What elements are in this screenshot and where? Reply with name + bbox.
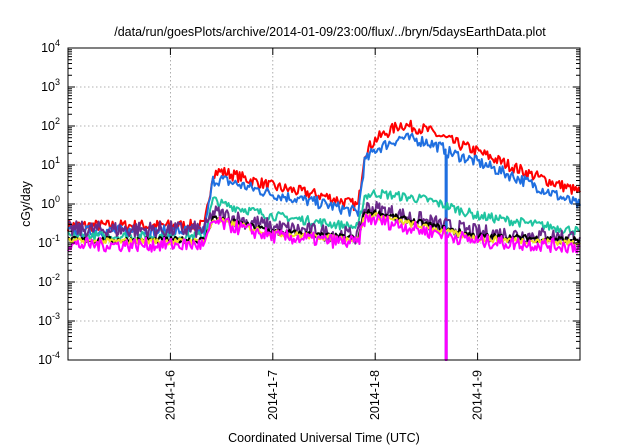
- series-line-7: [67, 213, 581, 361]
- y-tick-label: 10-4: [38, 350, 60, 367]
- x-axis-label: Coordinated Universal Time (UTC): [228, 431, 420, 445]
- y-tick-label: 10-3: [38, 311, 60, 328]
- x-tick-label: 2014-1-7: [266, 370, 280, 420]
- y-tick-label: 10-2: [38, 272, 60, 289]
- x-tick-label: 2014-1-6: [163, 370, 177, 420]
- y-tick-label: 104: [41, 38, 60, 55]
- series-line-2: [67, 132, 581, 361]
- chart-title: /data/run/goesPlots/archive/2014-01-09/2…: [114, 25, 546, 39]
- series-line-1: [67, 119, 581, 232]
- y-tick-label: 10-1: [38, 233, 60, 250]
- y-tick-label: 100: [41, 194, 60, 211]
- grid-layer: [68, 48, 580, 360]
- series-layer: [67, 119, 581, 361]
- y-axis-label: cGy/day: [19, 180, 33, 227]
- x-tick-label: 2014-1-9: [471, 370, 485, 420]
- y-tick-label: 101: [41, 155, 60, 172]
- y-tick-label: 103: [41, 77, 60, 94]
- y-tick-label: 102: [41, 116, 60, 133]
- tick-layer: 10-4 10-3 10-2 10-1 100 101 102 103 104 2014-1-6 2…: [38, 38, 580, 420]
- series-line-3: [67, 189, 581, 242]
- x-tick-label: 2014-1-8: [368, 370, 382, 420]
